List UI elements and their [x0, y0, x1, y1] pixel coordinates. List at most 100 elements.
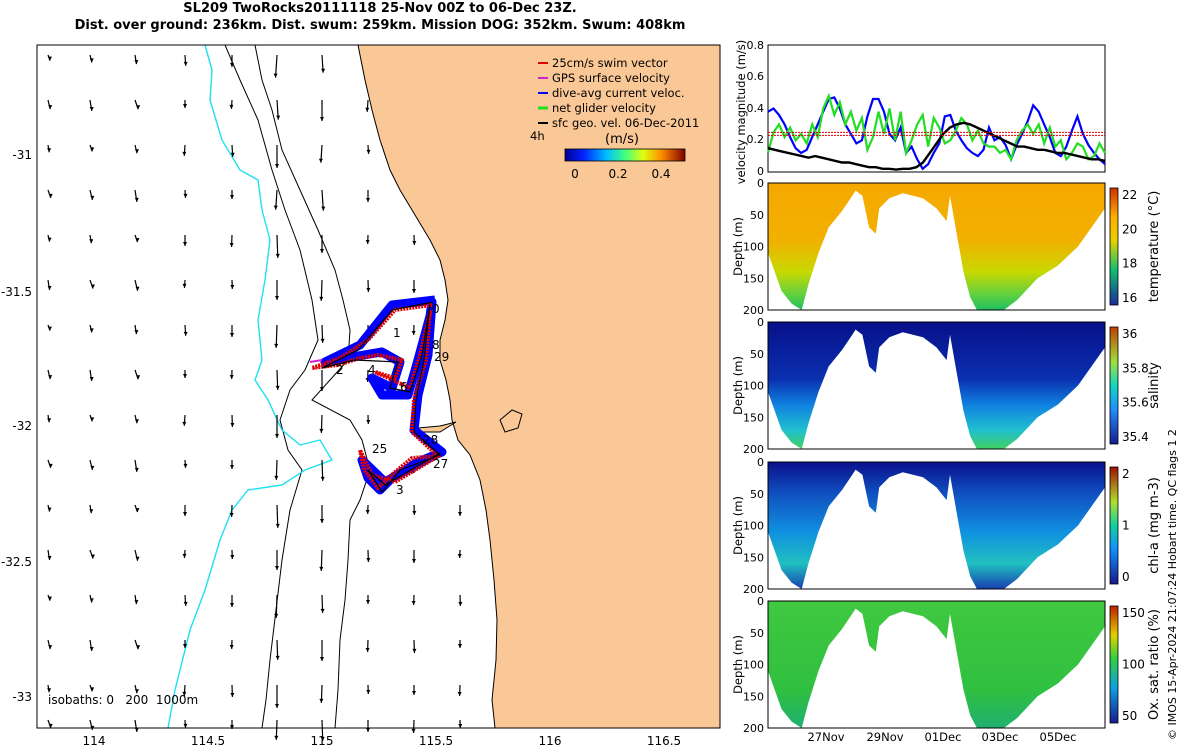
waypoint-27: 27 — [433, 457, 448, 471]
velocity-y-ticks: 0 0.2 0.4 0.6 0.8 — [747, 39, 765, 178]
surface-velocity-arrowhead — [134, 600, 139, 605]
surface-velocity-arrowhead — [183, 242, 187, 246]
section-colorbar — [1109, 187, 1119, 306]
section-frame — [767, 321, 1106, 450]
map-xtick: 114.5 — [191, 734, 225, 748]
surface-velocity-arrowhead — [229, 512, 234, 517]
surface-velocity-arrowhead — [230, 284, 235, 289]
isobaths-label: isobaths: 0 200 1000m — [48, 693, 198, 707]
waypoint-6: 6 — [400, 380, 408, 394]
surface-velocity-arrowhead — [230, 554, 235, 559]
section-ytick: 50 — [750, 348, 764, 361]
surface-velocity-arrowhead — [47, 286, 52, 291]
surface-velocity-arrowhead — [135, 286, 140, 291]
section-ytick: 150 — [743, 272, 764, 285]
section-colorbar — [1109, 605, 1119, 724]
glider-track: 0 1 2 4 6 8 29 28 27 25 3 — [309, 295, 449, 497]
surface-velocity-arrowhead — [457, 553, 462, 558]
map-ytick: -33 — [12, 690, 32, 704]
section-xtick: 05Dec — [1040, 730, 1077, 744]
waypoint-29: 29 — [434, 350, 449, 364]
map-legend: 25cm/s swim vector GPS surface velocity … — [530, 56, 699, 181]
colorbar-label: chl-a (mg m-3) — [1147, 477, 1162, 574]
surface-velocity-arrowhead — [182, 151, 187, 156]
section-ytick: 150 — [743, 690, 764, 703]
colorbar-tick: 35.6 — [1122, 396, 1149, 410]
colorbar-tick: 35.4 — [1122, 430, 1149, 444]
vel-ytick: 0.4 — [747, 102, 765, 115]
surface-velocity-arrowhead — [275, 523, 280, 528]
surface-velocity-arrowhead — [89, 239, 94, 244]
section-xtick: 01Dec — [925, 730, 962, 744]
surface-velocity-arrowhead — [136, 375, 141, 380]
surface-velocity-arrowhead — [320, 657, 324, 661]
map-xtick: 115.5 — [419, 734, 453, 748]
section-y-label: Depth (m) — [731, 496, 745, 555]
surface-velocity-arrowhead — [321, 68, 326, 73]
waypoint-28: 28 — [423, 433, 438, 447]
surface-velocity-arrowhead — [90, 554, 95, 559]
surface-velocity-arrowhead — [275, 655, 280, 660]
surface-velocity-arrowhead — [47, 326, 52, 331]
surface-velocity-arrowhead — [89, 646, 94, 651]
surface-velocity-arrowhead — [365, 647, 370, 652]
series-line-green — [766, 92, 1106, 163]
vel-ytick: 0 — [757, 165, 764, 178]
surface-velocity-arrowhead — [183, 644, 187, 648]
surface-velocity-arrowhead — [230, 333, 234, 337]
surface-velocity-arrowhead — [90, 417, 95, 422]
surface-velocity-arrowhead — [273, 205, 278, 210]
title-line-1: SL209 TwoRocks20111118 25-Nov 00Z to 06-… — [183, 1, 577, 16]
colorbar-tick: 0 — [1122, 570, 1130, 584]
legend-swim: 25cm/s swim vector — [552, 56, 668, 70]
surface-velocity-arrowhead — [182, 283, 187, 288]
surface-velocity-arrowhead — [47, 148, 52, 153]
section-frame — [767, 461, 1106, 590]
surface-velocity-arrowhead — [275, 164, 279, 168]
section-ytick: 0 — [757, 177, 764, 190]
section-data-field — [768, 462, 1105, 589]
waypoint-1: 1 — [393, 326, 401, 340]
velocity-chart: 0 0.2 0.4 0.6 0.8 velocity magnitude (m/… — [734, 39, 1106, 184]
surface-velocity-arrowhead — [183, 723, 188, 728]
colorbar-tick: 150 — [1122, 606, 1145, 620]
surface-velocity-arrowhead — [183, 61, 188, 66]
section-ytick: 100 — [743, 659, 764, 672]
surface-velocity-arrowhead — [274, 343, 279, 348]
legend-geo: sfc geo. vel. 06-Dec-2011 — [552, 116, 699, 130]
surface-velocity-arrowhead — [457, 691, 462, 696]
surface-velocity-arrowhead — [48, 193, 53, 198]
surface-velocity-arrowhead — [411, 728, 416, 733]
net-velocity-trail — [321, 301, 442, 494]
surface-velocity-arrowhead — [136, 645, 141, 650]
map-ytick: -32 — [12, 419, 32, 433]
colorbar-tick: 35.8 — [1122, 361, 1149, 375]
surface-velocity-arrowhead — [320, 338, 325, 343]
section-ytick: 50 — [750, 209, 764, 222]
surface-velocity-arrowhead — [275, 296, 279, 300]
surface-velocity-arrowhead — [47, 556, 52, 561]
surface-velocity-arrowhead — [47, 56, 52, 61]
surface-velocity-arrowhead — [134, 60, 139, 65]
surface-velocity-arrowhead — [89, 58, 94, 63]
waypoint-0: 0 — [432, 302, 440, 316]
colorbar-tick: 16 — [1122, 291, 1137, 305]
surface-velocity-arrowhead — [134, 197, 139, 202]
surface-velocity-arrowhead — [320, 608, 325, 613]
gps-marker — [309, 359, 323, 363]
surface-velocity-arrowhead — [183, 601, 188, 606]
surface-velocity-arrowhead — [90, 195, 95, 200]
surface-velocity-arrowhead — [183, 193, 188, 198]
surface-velocity-arrowhead — [182, 553, 187, 558]
waypoint-2: 2 — [336, 363, 344, 377]
surface-velocity-arrowhead — [230, 603, 234, 607]
waypoint-25: 25 — [372, 442, 387, 456]
section-colorbar — [1109, 326, 1119, 445]
vel-ytick: 0.6 — [747, 70, 765, 83]
surface-velocity-arrowhead — [134, 727, 139, 732]
colorbar-label: temperature (°C) — [1147, 191, 1162, 303]
surface-velocity-arrowhead — [273, 73, 278, 78]
surface-velocity-arrowhead — [230, 152, 235, 157]
surface-velocity-arrowhead — [90, 687, 95, 692]
